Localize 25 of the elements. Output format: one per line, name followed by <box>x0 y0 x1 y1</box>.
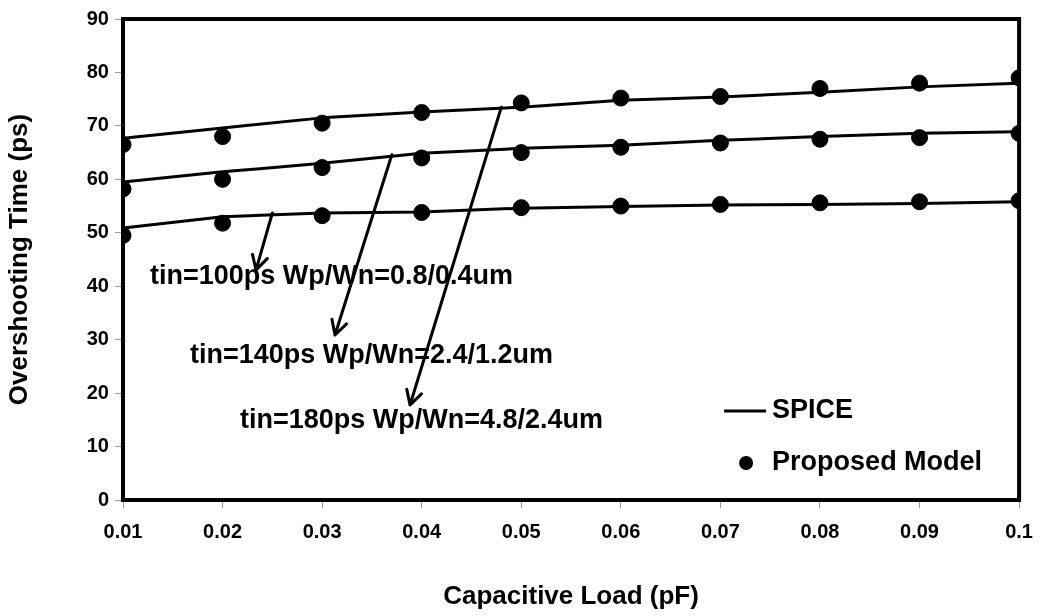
x-tick-label: 0.04 <box>402 519 443 542</box>
annotation: tin=180ps Wp/Wn=4.8/2.4um <box>240 404 604 435</box>
y-tick-label: 20 <box>86 380 109 403</box>
x-axis-title: Capacitive Load (pF) <box>443 579 699 610</box>
x-tick-label: 0.01 <box>103 519 143 542</box>
y-tick-label: 0 <box>97 487 109 510</box>
x-tick-label: 0.07 <box>700 519 740 542</box>
y-tick-label: 40 <box>86 273 109 296</box>
y-tick-label: 70 <box>86 113 109 136</box>
y-tick-label: 80 <box>86 59 109 82</box>
y-tick-label: 90 <box>86 6 109 29</box>
x-tick-label: 0.03 <box>302 519 342 542</box>
x-tick-label: 0.05 <box>501 519 541 542</box>
y-axis-title: Overshooting Time (ps) <box>2 113 33 406</box>
y-tick-label: 50 <box>86 220 109 243</box>
x-tick-label: 0.1 <box>1005 519 1033 542</box>
legend-label: SPICE <box>772 394 854 425</box>
y-tick-label: 60 <box>86 166 109 189</box>
x-tick-label: 0.09 <box>900 519 939 542</box>
x-tick-label: 0.02 <box>203 519 243 542</box>
y-tick-label: 10 <box>86 434 109 457</box>
x-tick-label: 0.08 <box>800 519 840 542</box>
x-tick-label: 0.06 <box>601 519 641 542</box>
legend-label: Proposed Model <box>772 446 983 477</box>
y-tick-label: 30 <box>86 327 109 350</box>
